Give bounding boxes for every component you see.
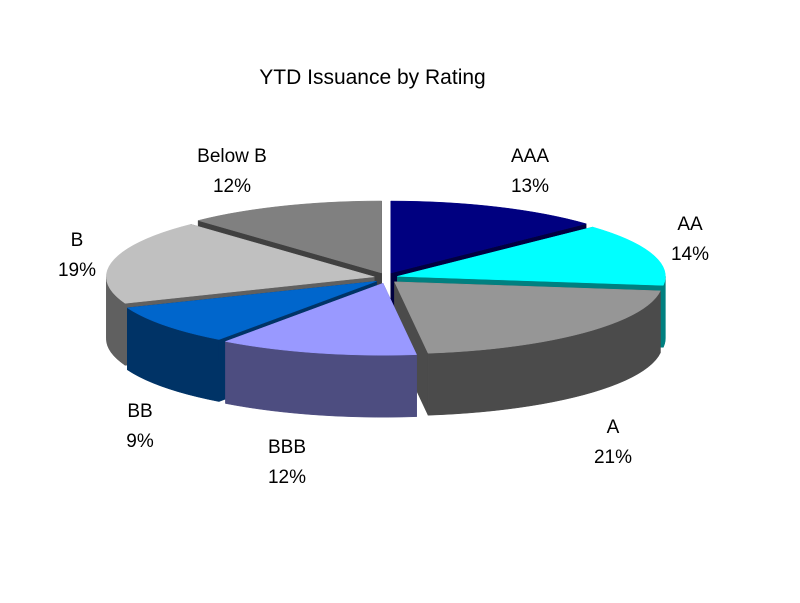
slice-label-aaa: AAA 13% xyxy=(470,142,590,202)
slice-label-bbb: BBB 12% xyxy=(227,433,347,493)
slice-label-aa: AA 14% xyxy=(630,210,750,270)
slice-name: AA xyxy=(677,214,703,235)
slice-percent: 12% xyxy=(267,467,307,488)
slice-name: AAA xyxy=(510,146,550,167)
slice-name: B xyxy=(70,230,84,251)
slice-percent: 13% xyxy=(510,176,550,197)
slice-percent: 19% xyxy=(57,260,97,281)
slice-top-b xyxy=(106,224,375,304)
slice-top-below-b xyxy=(197,200,382,274)
slice-outer-side-aa xyxy=(663,276,666,348)
slice-percent: 9% xyxy=(126,431,154,452)
slice-name: Below B xyxy=(197,146,267,167)
chart-title: YTD Issuance by Rating xyxy=(259,66,486,89)
slice-label-a: A 21% xyxy=(553,413,673,473)
slice-name: A xyxy=(606,417,620,438)
slice-top-bbb xyxy=(224,282,417,356)
slice-label-b: B 19% xyxy=(17,226,137,286)
slice-percent: 14% xyxy=(670,244,710,265)
slice-top-a xyxy=(394,281,661,354)
slice-name: BB xyxy=(127,401,153,422)
slice-top-aa xyxy=(397,226,666,286)
slice-top-bb xyxy=(126,281,377,340)
slice-label-bb: BB 9% xyxy=(80,397,200,457)
slice-top-aaa xyxy=(390,200,588,274)
slice-label-below-b: Below B 12% xyxy=(172,142,292,202)
slice-percent: 21% xyxy=(593,447,633,468)
slice-percent: 12% xyxy=(212,176,252,197)
slice-name: BBB xyxy=(267,437,307,458)
